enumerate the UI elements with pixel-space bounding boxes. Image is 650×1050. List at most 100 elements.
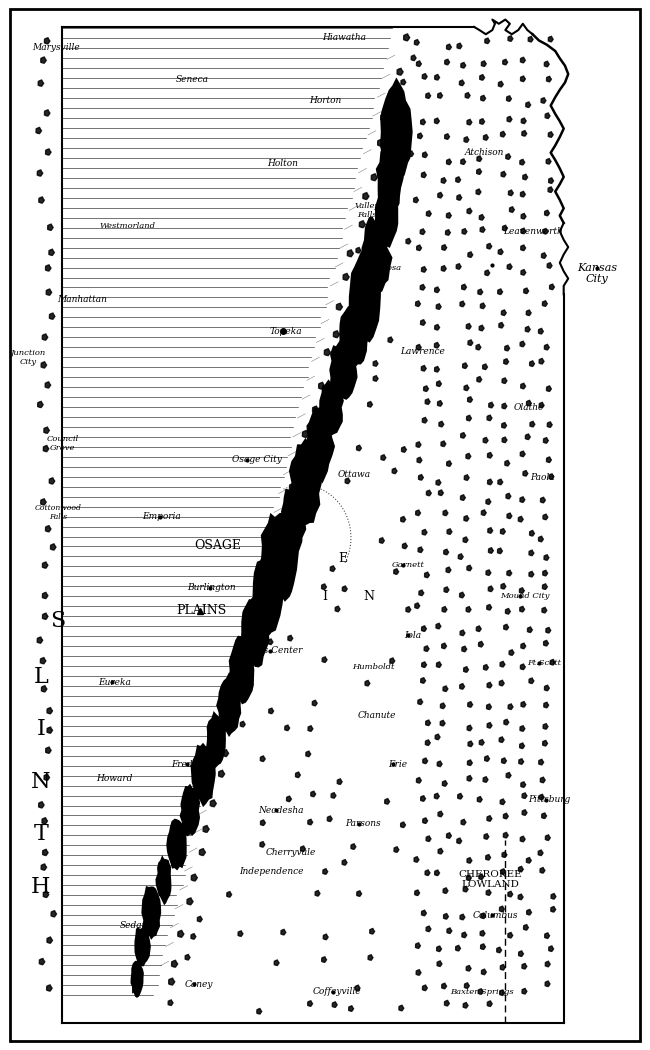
- Polygon shape: [543, 723, 548, 729]
- Polygon shape: [539, 537, 543, 542]
- Polygon shape: [444, 587, 449, 592]
- Polygon shape: [42, 686, 47, 692]
- Polygon shape: [261, 756, 265, 761]
- Polygon shape: [507, 570, 512, 575]
- Polygon shape: [510, 207, 514, 212]
- Polygon shape: [414, 857, 419, 862]
- Polygon shape: [203, 825, 209, 833]
- Polygon shape: [40, 959, 45, 965]
- Polygon shape: [411, 55, 416, 61]
- Polygon shape: [547, 77, 551, 82]
- Text: Independence: Independence: [240, 866, 304, 876]
- Polygon shape: [36, 127, 42, 133]
- Polygon shape: [499, 906, 504, 911]
- Polygon shape: [345, 478, 350, 484]
- Polygon shape: [482, 969, 486, 974]
- Polygon shape: [228, 635, 254, 705]
- Polygon shape: [347, 250, 354, 256]
- Polygon shape: [371, 174, 377, 181]
- Polygon shape: [508, 190, 514, 195]
- Polygon shape: [502, 226, 508, 231]
- Polygon shape: [348, 250, 381, 342]
- Polygon shape: [504, 359, 508, 364]
- Polygon shape: [481, 96, 486, 101]
- Polygon shape: [521, 644, 526, 649]
- Polygon shape: [421, 172, 426, 177]
- Polygon shape: [330, 335, 358, 402]
- Polygon shape: [482, 510, 486, 516]
- Polygon shape: [460, 684, 465, 689]
- Polygon shape: [49, 478, 55, 484]
- Polygon shape: [461, 433, 465, 438]
- Polygon shape: [306, 751, 311, 757]
- Polygon shape: [543, 514, 548, 520]
- Polygon shape: [549, 946, 554, 951]
- Text: N: N: [31, 771, 51, 793]
- Polygon shape: [468, 252, 473, 257]
- Polygon shape: [489, 402, 493, 407]
- Polygon shape: [499, 737, 504, 742]
- Polygon shape: [422, 985, 427, 990]
- Polygon shape: [166, 819, 187, 870]
- Polygon shape: [423, 758, 428, 763]
- Polygon shape: [481, 914, 486, 919]
- Text: Marysville: Marysville: [32, 43, 80, 53]
- Polygon shape: [421, 120, 426, 125]
- Polygon shape: [46, 382, 51, 388]
- Polygon shape: [206, 711, 226, 769]
- Polygon shape: [370, 928, 374, 934]
- Polygon shape: [518, 517, 523, 522]
- Polygon shape: [507, 264, 512, 270]
- Polygon shape: [37, 170, 43, 176]
- Polygon shape: [476, 169, 482, 174]
- Polygon shape: [468, 701, 473, 708]
- Polygon shape: [222, 750, 229, 756]
- Polygon shape: [374, 182, 398, 248]
- Polygon shape: [480, 119, 485, 124]
- Polygon shape: [444, 549, 448, 554]
- Polygon shape: [317, 408, 321, 414]
- Polygon shape: [442, 983, 447, 989]
- Polygon shape: [540, 867, 545, 873]
- Polygon shape: [523, 174, 528, 180]
- Text: Lawrence: Lawrence: [400, 348, 445, 357]
- Polygon shape: [463, 537, 468, 543]
- Polygon shape: [422, 818, 428, 823]
- Polygon shape: [476, 344, 481, 350]
- Polygon shape: [466, 454, 471, 459]
- Polygon shape: [392, 468, 397, 474]
- Polygon shape: [506, 773, 511, 778]
- Polygon shape: [418, 133, 422, 139]
- Polygon shape: [522, 964, 526, 969]
- Polygon shape: [545, 932, 549, 939]
- Polygon shape: [482, 61, 486, 66]
- Polygon shape: [307, 1001, 313, 1006]
- Polygon shape: [460, 301, 465, 307]
- Polygon shape: [468, 340, 473, 345]
- Polygon shape: [441, 704, 445, 709]
- Polygon shape: [538, 850, 543, 856]
- Polygon shape: [381, 455, 386, 460]
- Text: Pittsburg: Pittsburg: [528, 795, 570, 804]
- Polygon shape: [464, 385, 469, 391]
- Polygon shape: [424, 646, 429, 651]
- Polygon shape: [211, 800, 216, 806]
- Polygon shape: [508, 932, 513, 938]
- Polygon shape: [441, 177, 446, 183]
- Polygon shape: [289, 483, 296, 490]
- Polygon shape: [288, 635, 292, 640]
- Polygon shape: [281, 929, 286, 934]
- Polygon shape: [435, 119, 439, 124]
- Polygon shape: [43, 849, 48, 856]
- Polygon shape: [421, 229, 425, 234]
- Polygon shape: [422, 418, 427, 423]
- Polygon shape: [268, 639, 273, 645]
- Polygon shape: [333, 331, 339, 338]
- Polygon shape: [461, 495, 465, 500]
- Polygon shape: [477, 377, 482, 382]
- Polygon shape: [479, 739, 484, 745]
- Polygon shape: [313, 700, 317, 706]
- Polygon shape: [415, 301, 421, 307]
- Polygon shape: [419, 590, 424, 595]
- Polygon shape: [497, 548, 502, 553]
